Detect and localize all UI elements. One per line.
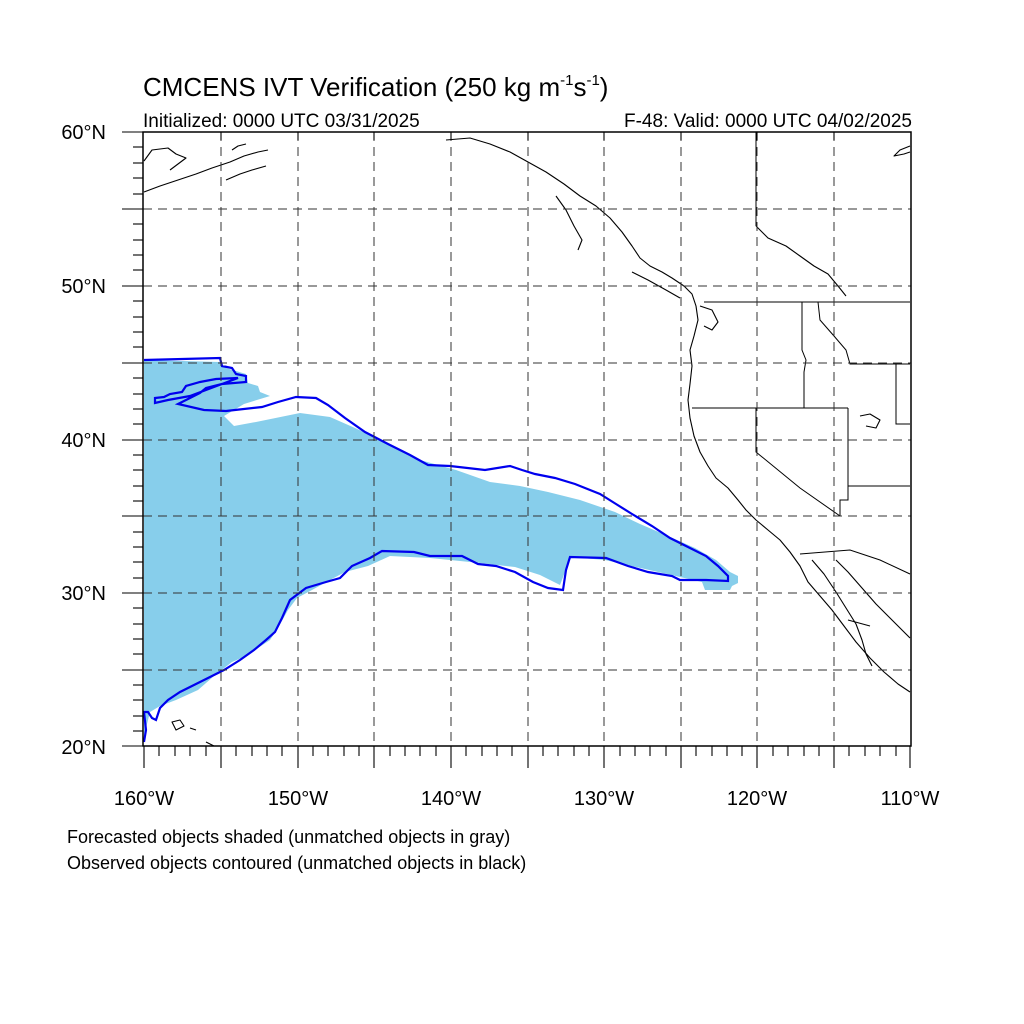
init-time: Initialized: 0000 UTC 03/31/2025 <box>143 111 420 132</box>
lat-label-30n: 30°N <box>61 583 106 605</box>
top-ticks <box>220 132 835 140</box>
legend-forecast-note: Forecasted objects shaded (unmatched obj… <box>67 827 511 847</box>
lon-label-110w: 110°W <box>880 788 940 810</box>
map-gridlines <box>143 132 911 746</box>
lat-label-60n: 60°N <box>61 122 106 144</box>
lat-label-50n: 50°N <box>61 276 106 298</box>
lat-label-40n: 40°N <box>61 430 106 452</box>
coastlines <box>143 137 911 747</box>
lon-label-120w: 120°W <box>726 788 788 810</box>
valid-time: F-48: Valid: 0000 UTC 04/02/2025 <box>624 111 912 132</box>
lon-label-150w: 150°W <box>267 788 329 810</box>
lat-label-20n: 20°N <box>61 737 106 759</box>
map-frame <box>142 131 912 747</box>
observed-ivt-contour <box>142 356 730 743</box>
state-borders <box>692 132 911 627</box>
lon-label-140w: 140°W <box>420 788 482 810</box>
forecast-ivt-object <box>144 360 738 736</box>
legend-observed-note: Observed objects contoured (unmatched ob… <box>67 853 527 873</box>
lon-label-160w: 160°W <box>113 788 175 810</box>
map-title: CMCENS IVT Verification (250 kg m-1s-1) <box>143 72 609 102</box>
lon-ticks <box>143 746 911 768</box>
lat-ticks <box>122 131 143 747</box>
lon-label-130w: 130°W <box>573 788 635 810</box>
